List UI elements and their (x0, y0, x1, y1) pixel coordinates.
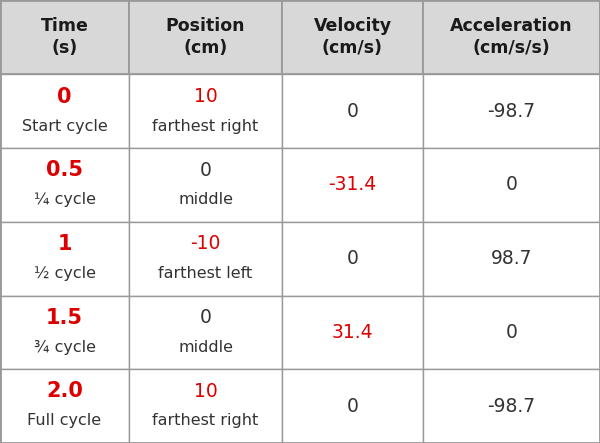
Text: 10: 10 (194, 382, 217, 401)
Text: 10: 10 (194, 87, 217, 106)
Bar (129, 0, 282, 74)
Text: -98.7: -98.7 (487, 396, 536, 416)
Text: 0: 0 (347, 396, 358, 416)
Text: -98.7: -98.7 (487, 102, 536, 121)
Bar (0, 74, 129, 148)
Bar (282, 369, 423, 443)
Text: 1.5: 1.5 (46, 308, 83, 328)
Text: 0: 0 (57, 86, 72, 106)
Text: ¼ cycle: ¼ cycle (34, 192, 95, 207)
Bar (423, 295, 600, 369)
Bar (423, 369, 600, 443)
Bar (129, 295, 282, 369)
Text: -10: -10 (190, 234, 221, 253)
Text: Full cycle: Full cycle (28, 413, 101, 428)
Bar (282, 222, 423, 295)
Bar (0, 0, 129, 74)
Bar (129, 222, 282, 295)
Bar (0, 222, 129, 295)
Text: ¾ cycle: ¾ cycle (34, 340, 95, 355)
Bar (282, 74, 423, 148)
Text: 1: 1 (57, 234, 72, 254)
Text: Acceleration
(cm/s/s): Acceleration (cm/s/s) (450, 17, 573, 57)
Bar (282, 295, 423, 369)
Bar (423, 222, 600, 295)
Bar (282, 148, 423, 222)
Text: Velocity
(cm/s): Velocity (cm/s) (313, 17, 392, 57)
Text: ½ cycle: ½ cycle (34, 266, 95, 281)
Text: 0.5: 0.5 (46, 160, 83, 180)
Text: farthest right: farthest right (152, 413, 259, 428)
Bar (0, 295, 129, 369)
Text: -31.4: -31.4 (328, 175, 377, 194)
Bar (0, 148, 129, 222)
Bar (129, 369, 282, 443)
Text: 0: 0 (347, 249, 358, 268)
Text: middle: middle (178, 192, 233, 207)
Text: 0: 0 (200, 161, 211, 180)
Text: 0: 0 (506, 175, 517, 194)
Text: 0: 0 (200, 308, 211, 327)
Bar (282, 0, 423, 74)
Text: 2.0: 2.0 (46, 381, 83, 401)
Text: Position
(cm): Position (cm) (166, 17, 245, 57)
Bar (0, 369, 129, 443)
Bar (423, 74, 600, 148)
Text: 98.7: 98.7 (491, 249, 532, 268)
Bar (423, 0, 600, 74)
Text: 31.4: 31.4 (332, 323, 373, 342)
Text: Time
(s): Time (s) (41, 17, 88, 57)
Text: 0: 0 (347, 102, 358, 121)
Text: farthest left: farthest left (158, 266, 253, 281)
Text: farthest right: farthest right (152, 119, 259, 133)
Text: middle: middle (178, 340, 233, 355)
Bar (423, 148, 600, 222)
Text: 0: 0 (506, 323, 517, 342)
Bar (129, 148, 282, 222)
Bar (129, 74, 282, 148)
Text: Start cycle: Start cycle (22, 119, 107, 133)
